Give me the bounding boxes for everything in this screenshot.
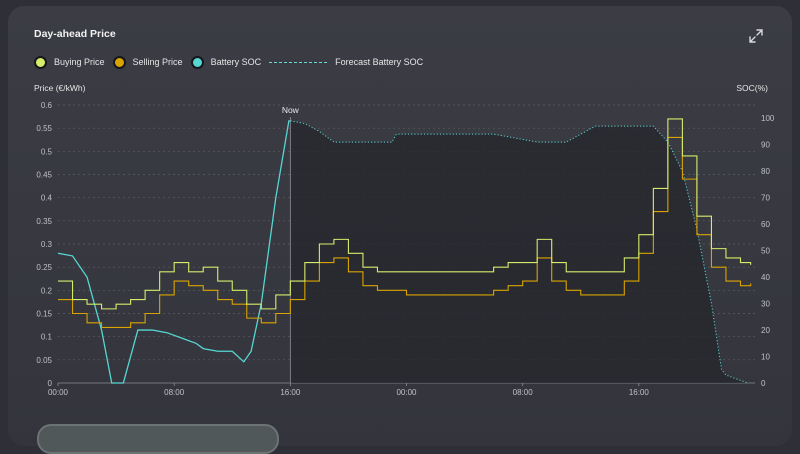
y-axis-title: Price (€/kWh) (34, 83, 86, 93)
y2-axis-title: SOC(%) (736, 83, 768, 93)
chart-legend: Buying Price Selling Price Battery SOC F… (34, 54, 431, 70)
legend-item-battery-soc[interactable]: Battery SOC (190, 55, 262, 69)
forecast-dash-icon (269, 61, 328, 63)
expand-arrows-icon[interactable] (746, 26, 766, 46)
legend-label: Forecast Battery SOC (335, 57, 424, 67)
legend-item-buying-price[interactable]: Buying Price (34, 55, 105, 69)
legend-item-selling-price[interactable]: Selling Price (112, 55, 183, 69)
legend-label: Battery SOC (210, 57, 262, 67)
legend-label: Selling Price (132, 57, 183, 67)
legend-item-forecast-battery-soc[interactable]: Forecast Battery SOC (269, 57, 423, 67)
bottom-card-button[interactable] (37, 424, 279, 454)
selling-price-dot-icon (112, 55, 126, 69)
day-ahead-price-card (8, 6, 792, 446)
battery-soc-dot-icon (190, 55, 204, 69)
buying-price-dot-icon (34, 55, 47, 69)
card-title: Day-ahead Price (34, 28, 116, 40)
legend-label: Buying Price (54, 57, 105, 67)
